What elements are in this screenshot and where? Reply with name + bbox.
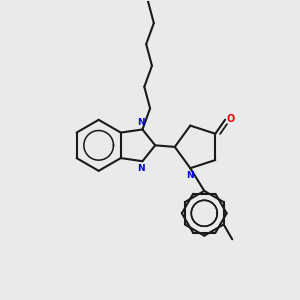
Text: O: O (226, 114, 235, 124)
Text: N: N (187, 170, 194, 179)
Text: N: N (137, 118, 145, 127)
Text: N: N (137, 164, 145, 172)
